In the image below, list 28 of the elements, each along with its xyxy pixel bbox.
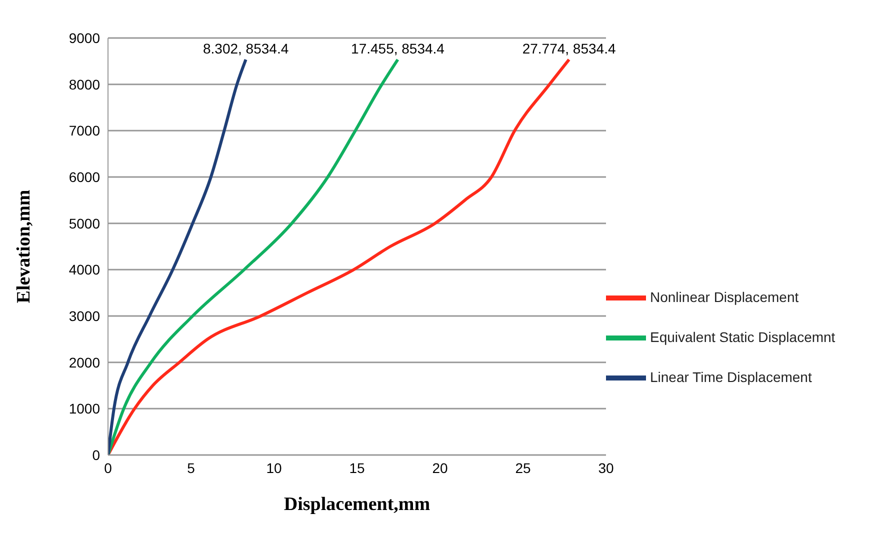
x-tick-label: 5: [187, 460, 196, 476]
line-series: [108, 58, 248, 455]
x-tick-label: 30: [598, 460, 614, 476]
x-tick-label: 25: [515, 460, 531, 476]
annotation: 17.455, 8534.4: [351, 40, 445, 57]
y-tick-label: 2000: [68, 354, 100, 370]
annotation: 27.774, 8534.4: [522, 40, 616, 57]
y-tick-label: 7000: [68, 122, 100, 139]
y-tick-label: 6000: [68, 168, 100, 185]
y-tick-label: 5000: [68, 215, 100, 232]
legend-label: Equivalent Static Displacemnt: [650, 329, 836, 346]
x-tick-label: 10: [266, 460, 282, 476]
y-tick-label: 3000: [68, 308, 100, 324]
y-tick-label: 0: [92, 446, 100, 463]
x-tick-label: 20: [432, 460, 448, 476]
legend-label: Linear Time Displacement: [650, 369, 812, 386]
x-tick-label: 15: [349, 460, 365, 476]
y-tick-label: 8000: [68, 76, 100, 92]
legend-label: Nonlinear Displacement: [650, 289, 799, 306]
line-series: [108, 58, 400, 455]
annotation: 8.302, 8534.4: [202, 40, 289, 57]
y-tick-label: 9000: [68, 30, 100, 46]
x-tick-label: 0: [104, 460, 112, 476]
line-series: [108, 58, 571, 455]
y-tick-label: 1000: [68, 400, 100, 417]
y-tick-label: 4000: [68, 262, 100, 278]
x-axis-title: Displacement,mm: [284, 494, 430, 515]
y-axis-title: Elevation,mm: [14, 190, 35, 304]
